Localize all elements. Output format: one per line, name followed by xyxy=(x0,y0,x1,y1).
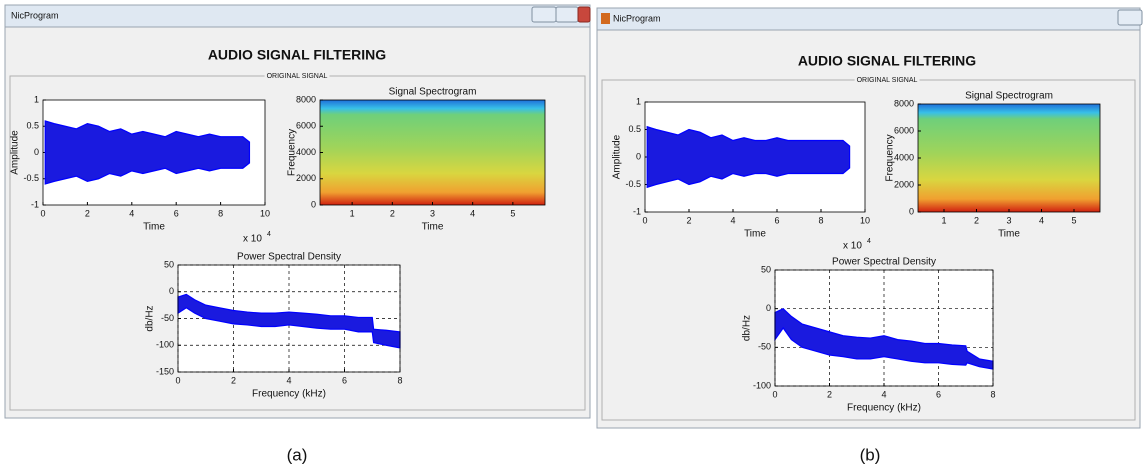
y-tick-label: 0 xyxy=(169,286,174,296)
caption: (b) xyxy=(860,445,881,464)
y-axis-label: Frequency xyxy=(885,134,896,181)
x-tick-label: 6 xyxy=(174,208,179,218)
x-axis-label: Frequency (kHz) xyxy=(252,389,326,400)
minimize-button xyxy=(1118,10,1142,25)
y-tick-label: 0 xyxy=(311,199,316,209)
x-tick-label: 0 xyxy=(40,208,45,218)
y-axis-label: Amplitude xyxy=(10,130,21,175)
x-tick-label: 0 xyxy=(772,389,777,399)
y-axis-label: db/Hz xyxy=(145,305,156,331)
y-tick-label: 50 xyxy=(761,264,771,274)
y-tick-label: -100 xyxy=(753,380,771,390)
x-tick-label: 3 xyxy=(1006,215,1011,225)
x-exponent-power: 4 xyxy=(867,238,871,245)
x-tick-label: 0 xyxy=(175,375,180,385)
y-tick-label: -50 xyxy=(161,313,174,323)
title-bar xyxy=(5,5,590,27)
y-tick-label: 8000 xyxy=(296,94,316,104)
x-tick-label: 6 xyxy=(342,375,347,385)
window-title: NicProgram xyxy=(613,13,661,23)
x-tick-label: 10 xyxy=(860,215,870,225)
x-tick-label: 1 xyxy=(941,215,946,225)
x-axis-label: Frequency (kHz) xyxy=(847,403,921,414)
y-tick-label: 0.5 xyxy=(26,121,39,131)
x-tick-label: 6 xyxy=(936,389,941,399)
y-tick-label: 8000 xyxy=(894,98,914,108)
y-tick-label: 0.5 xyxy=(628,124,641,134)
y-axis-label: db/Hz xyxy=(742,315,753,341)
y-tick-label: 1 xyxy=(636,96,641,106)
spectrogram-image xyxy=(918,104,1100,212)
group-label: ORIGINAL SIGNAL xyxy=(267,73,328,80)
x-tick-label: 8 xyxy=(818,215,823,225)
x-tick-label: 5 xyxy=(510,208,515,218)
y-tick-label: 4000 xyxy=(894,152,914,162)
x-tick-label: 10 xyxy=(260,208,270,218)
group-label: ORIGINAL SIGNAL xyxy=(857,77,918,84)
y-tick-label: 2000 xyxy=(894,179,914,189)
y-axis-label: Amplitude xyxy=(612,134,623,179)
x-tick-label: 2 xyxy=(686,215,691,225)
y-tick-label: -150 xyxy=(156,366,174,376)
plot-title: Signal Spectrogram xyxy=(965,91,1053,102)
y-tick-label: 4000 xyxy=(296,147,316,157)
x-axis-label: Time xyxy=(422,222,444,233)
x-exponent: x 10 xyxy=(243,234,262,245)
y-axis-label: Frequency xyxy=(287,129,298,176)
figure: NicProgram AUDIO SIGNAL FILTERING ORIGINAL… xyxy=(0,0,1143,472)
y-tick-label: 0 xyxy=(34,147,39,157)
x-tick-label: 8 xyxy=(397,375,402,385)
x-tick-label: 2 xyxy=(827,389,832,399)
y-tick-label: 6000 xyxy=(296,121,316,131)
x-tick-label: 4 xyxy=(881,389,886,399)
y-tick-label: 0 xyxy=(909,206,914,216)
y-tick-label: -50 xyxy=(758,342,771,352)
plot-title: Power Spectral Density xyxy=(237,252,341,263)
x-axis-label: Time xyxy=(744,229,766,240)
y-tick-label: -1 xyxy=(31,199,39,209)
x-tick-label: 4 xyxy=(286,375,291,385)
y-tick-label: 6000 xyxy=(894,125,914,135)
close-button xyxy=(578,7,590,22)
x-tick-label: 4 xyxy=(730,215,735,225)
x-tick-label: 5 xyxy=(1071,215,1076,225)
app-icon xyxy=(601,13,610,24)
y-tick-label: -0.5 xyxy=(23,173,39,183)
x-tick-label: 3 xyxy=(430,208,435,218)
y-tick-label: -0.5 xyxy=(625,179,641,189)
x-tick-label: 4 xyxy=(129,208,134,218)
x-exponent-power: 4 xyxy=(267,231,271,238)
y-tick-label: 0 xyxy=(636,151,641,161)
x-exponent: x 10 xyxy=(843,241,862,252)
y-tick-label: -100 xyxy=(156,340,174,350)
maximize-button xyxy=(556,7,578,22)
x-tick-label: 2 xyxy=(390,208,395,218)
minimize-button xyxy=(532,7,556,22)
x-tick-label: 0 xyxy=(642,215,647,225)
y-tick-label: 50 xyxy=(164,259,174,269)
spectrogram-image xyxy=(320,100,545,205)
heading: AUDIO SIGNAL FILTERING xyxy=(208,47,386,63)
x-axis-label: Time xyxy=(143,222,165,233)
window-title: NicProgram xyxy=(11,10,59,20)
x-axis-label: Time xyxy=(998,229,1020,240)
x-tick-label: 6 xyxy=(774,215,779,225)
x-tick-label: 8 xyxy=(218,208,223,218)
x-tick-label: 2 xyxy=(231,375,236,385)
title-bar xyxy=(597,8,1140,30)
y-tick-label: 1 xyxy=(34,94,39,104)
x-tick-label: 2 xyxy=(974,215,979,225)
plot-title: Power Spectral Density xyxy=(832,257,936,268)
x-tick-label: 4 xyxy=(1039,215,1044,225)
y-tick-label: 2000 xyxy=(296,173,316,183)
y-tick-label: -1 xyxy=(633,206,641,216)
y-tick-label: 0 xyxy=(766,303,771,313)
x-tick-label: 4 xyxy=(470,208,475,218)
caption: (a) xyxy=(287,445,308,464)
x-tick-label: 2 xyxy=(85,208,90,218)
x-tick-label: 8 xyxy=(990,389,995,399)
x-tick-label: 1 xyxy=(350,208,355,218)
plot-title: Signal Spectrogram xyxy=(389,87,477,98)
heading: AUDIO SIGNAL FILTERING xyxy=(798,53,976,69)
